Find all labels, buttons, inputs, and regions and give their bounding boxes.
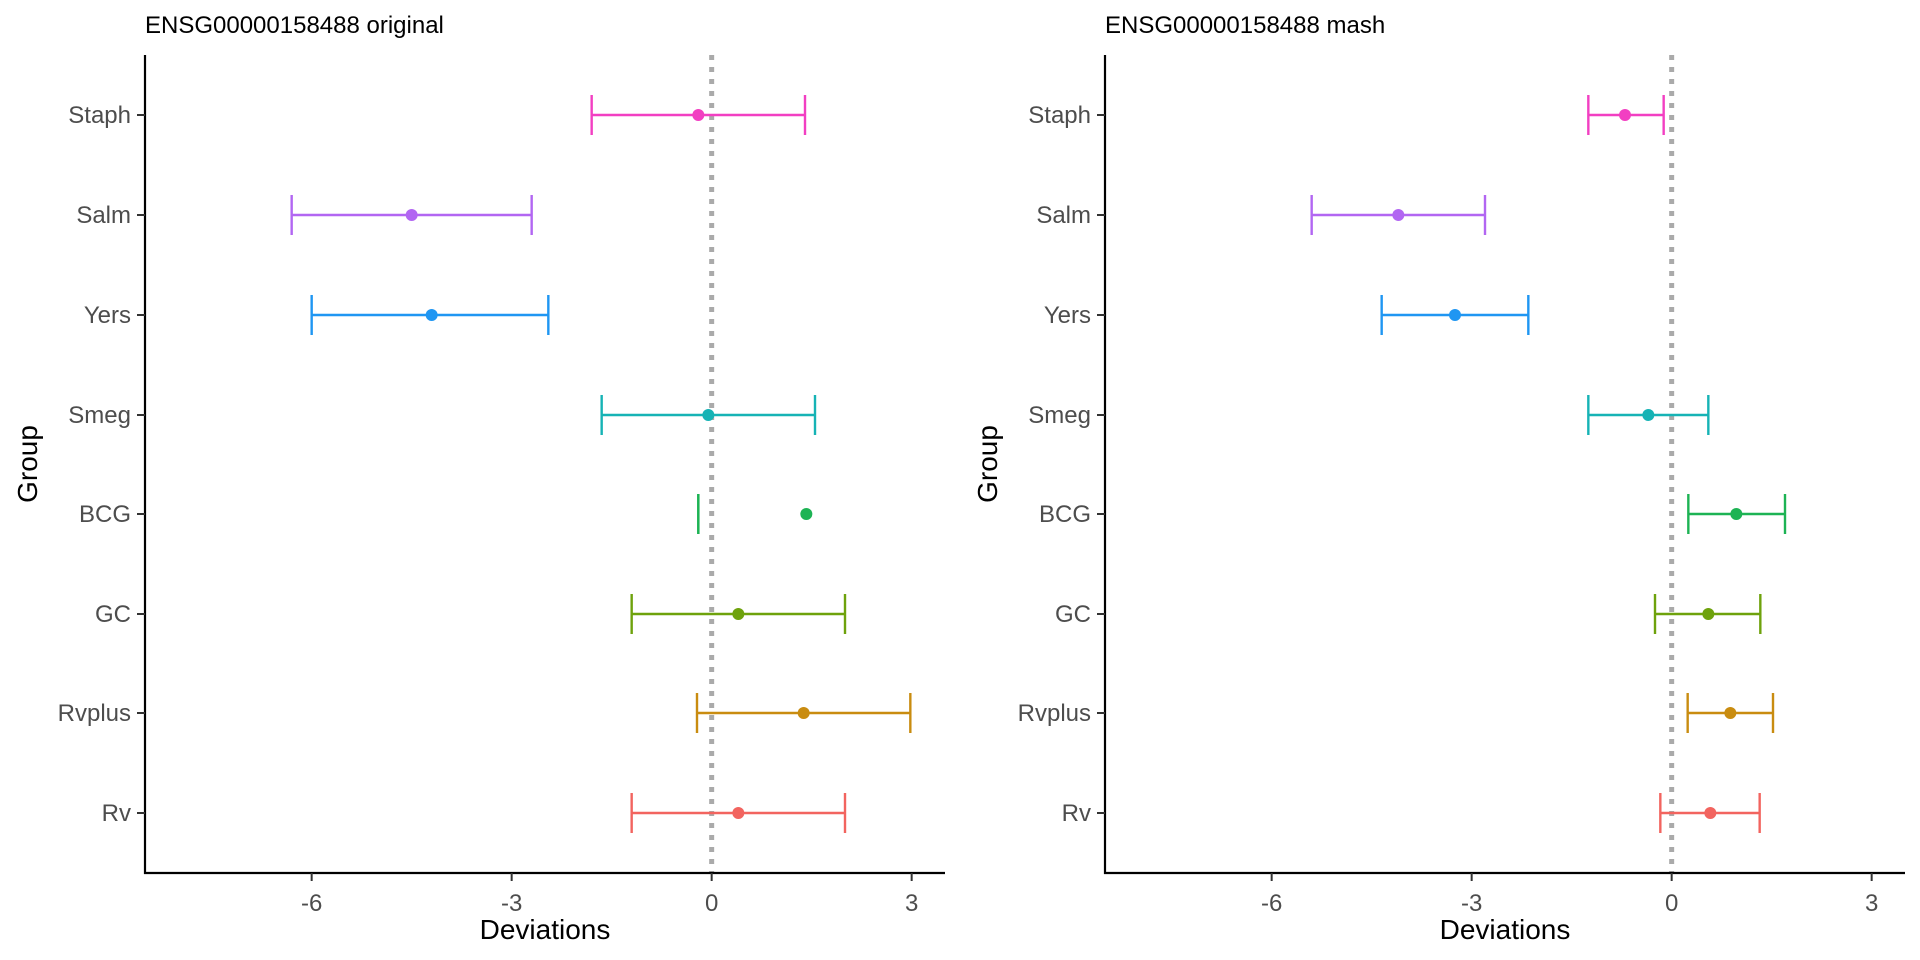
mean-point-gc (732, 608, 745, 620)
x-tick-label: 3 (905, 890, 918, 917)
mean-point-gc (1702, 608, 1715, 620)
y-tick-label: Staph (68, 102, 131, 129)
errorbar-gc (1653, 594, 1762, 634)
x-axis-title: Deviations (1440, 914, 1571, 945)
x-tick-label: -3 (501, 890, 522, 917)
errorbar-staph (590, 95, 807, 135)
errorbar-rvplus (695, 693, 912, 733)
errorbar-bcg (697, 494, 813, 534)
errorbar-rvplus (1686, 693, 1775, 733)
y-tick-label: Rvplus (1018, 700, 1091, 727)
errorbar-smeg (1587, 395, 1710, 435)
errorbar-salm (1310, 195, 1487, 235)
y-tick-label: Rv (1062, 800, 1091, 827)
mean-point-yers (1449, 309, 1461, 321)
y-tick-label: BCG (79, 501, 131, 528)
y-tick-label: Yers (1044, 302, 1091, 329)
errorbar-salm (290, 195, 533, 235)
x-tick-label: 3 (1865, 890, 1878, 917)
y-tick-label: Staph (1028, 102, 1091, 129)
mean-point-salm (1392, 209, 1405, 221)
errorbar-smeg (600, 395, 817, 435)
mean-point-bcg (1730, 508, 1743, 520)
mean-point-bcg (800, 508, 813, 520)
errorbar-bcg (1687, 494, 1787, 534)
mean-point-smeg (1642, 409, 1655, 421)
errorbar-rv (1659, 793, 1761, 833)
x-tick-label: 0 (1665, 890, 1678, 917)
mean-point-staph (692, 109, 705, 121)
panel-2: ENSG00000158488 mash -6 -3 0 3 Staph Salm Yers S… (972, 12, 1905, 945)
y-tick-label: Rv (102, 800, 131, 827)
y-tick-label: Salm (76, 202, 131, 229)
mean-point-rv (732, 807, 745, 819)
panel-title: ENSG00000158488 original (145, 12, 444, 39)
mean-point-yers (425, 309, 438, 321)
mean-point-rvplus (797, 707, 810, 719)
y-tick-label: Smeg (68, 402, 131, 429)
x-tick-label: 0 (705, 890, 718, 917)
y-tick-label: BCG (1039, 501, 1091, 528)
errorbar-yers (1380, 295, 1530, 335)
y-axis-title: Group (972, 425, 1003, 503)
y-tick-label: Rvplus (58, 700, 131, 727)
panel-title: ENSG00000158488 mash (1105, 12, 1385, 39)
x-tick-label: -6 (1261, 890, 1282, 917)
x-axis-title: Deviations (480, 914, 611, 945)
mean-point-rv (1704, 807, 1717, 819)
mean-point-smeg (702, 409, 715, 421)
mean-point-staph (1619, 109, 1631, 121)
y-tick-label: GC (95, 601, 131, 628)
y-tick-label: Salm (1036, 202, 1091, 229)
y-tick-label: Smeg (1028, 402, 1091, 429)
x-tick-label: -3 (1461, 890, 1482, 917)
mean-point-salm (405, 209, 418, 221)
errorbar-staph (1587, 95, 1665, 135)
x-tick-label: -6 (301, 890, 322, 917)
panel-1: ENSG00000158488 original -6 -3 0 3 Staph Salm Y… (12, 12, 945, 945)
y-tick-label: GC (1055, 601, 1091, 628)
mean-point-rvplus (1724, 707, 1737, 719)
errorbar-rv (630, 793, 847, 833)
y-axis-title: Group (12, 425, 43, 503)
errorbar-yers (310, 295, 550, 335)
y-tick-label: Yers (84, 302, 131, 329)
errorbar-gc (630, 594, 847, 634)
